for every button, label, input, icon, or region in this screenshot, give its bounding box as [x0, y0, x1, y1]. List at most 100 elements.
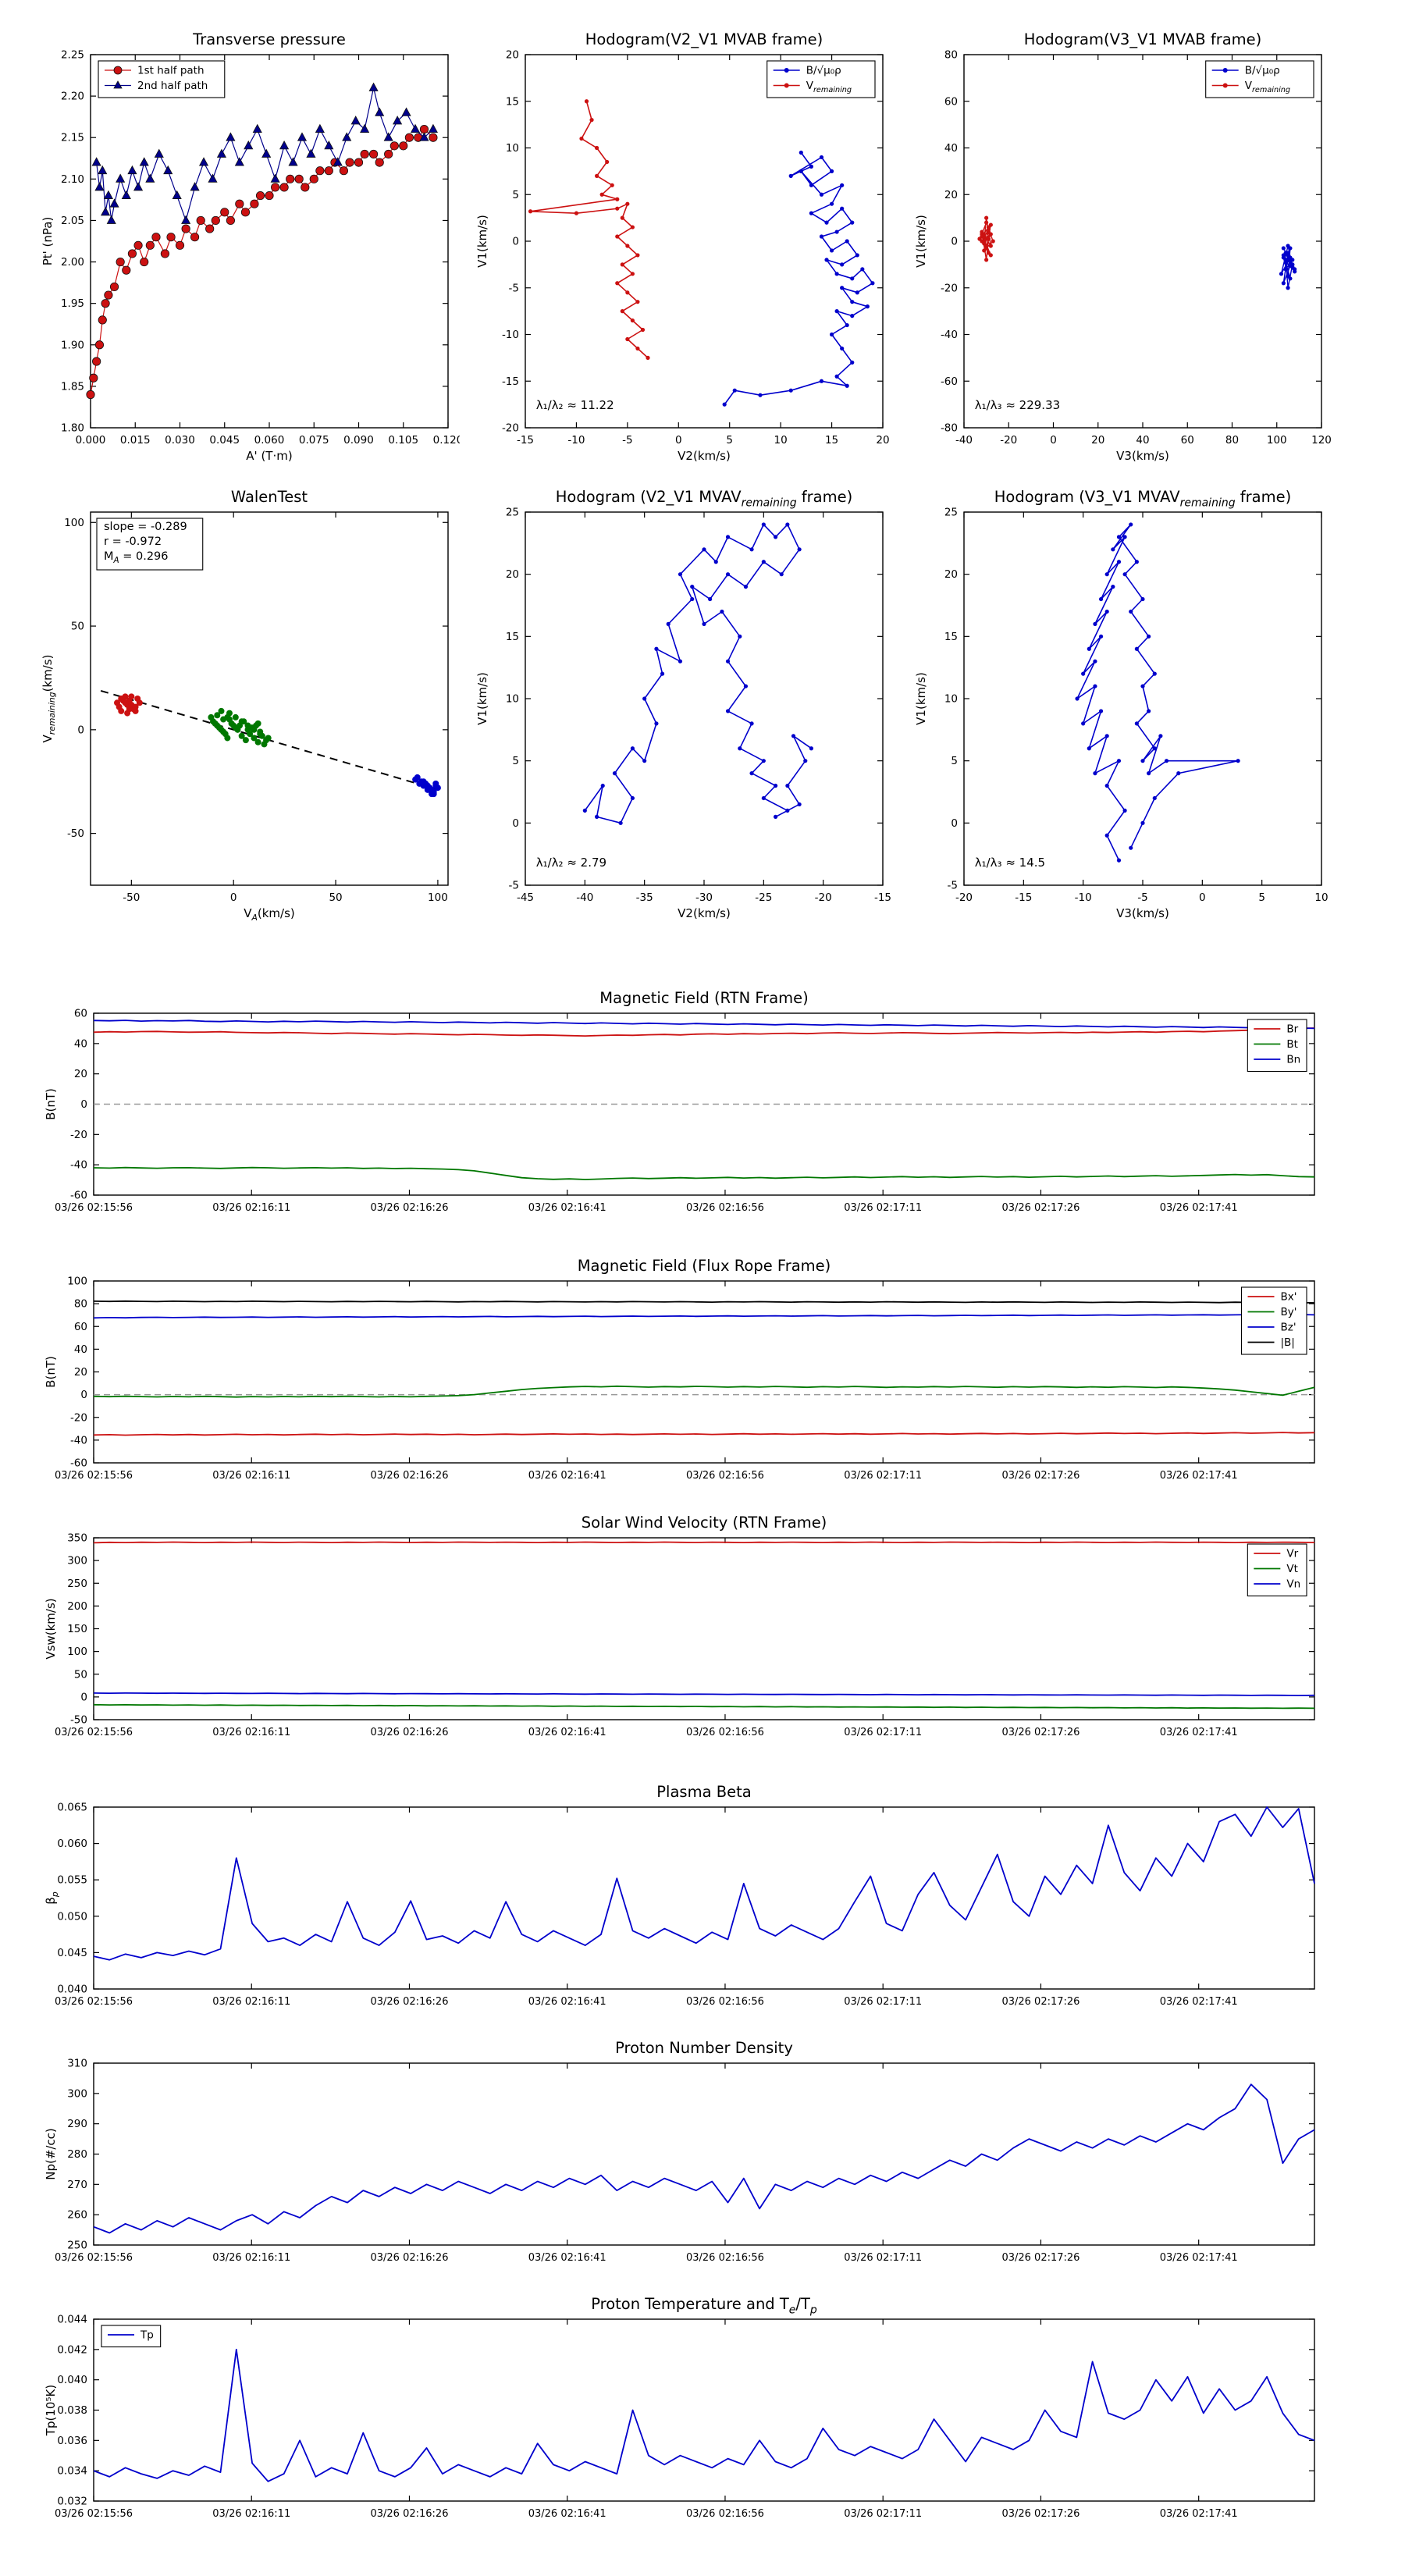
series-Br: [93, 1027, 1315, 1037]
axes-frame: [93, 1806, 1315, 1990]
svg-text:100: 100: [1267, 434, 1287, 447]
y-axis-label: Vsw(km/s): [44, 1598, 58, 1659]
svg-text:60: 60: [1181, 434, 1194, 447]
svg-text:03/26 02:17:41: 03/26 02:17:41: [1160, 2252, 1238, 2264]
svg-text:0.038: 0.038: [57, 2404, 87, 2417]
y-axis-label: V1(km/s): [475, 672, 489, 725]
svg-text:-5: -5: [1137, 891, 1147, 904]
svg-text:20: 20: [1091, 434, 1104, 447]
svg-text:300: 300: [67, 1555, 87, 1567]
y-axis-label: Np(#/cc): [44, 2128, 58, 2180]
svg-text:2.05: 2.05: [61, 215, 84, 227]
series-Vr: [93, 1541, 1315, 1544]
svg-text:03/26 02:17:26: 03/26 02:17:26: [1001, 1996, 1080, 2008]
svg-text:Vt: Vt: [1286, 1563, 1298, 1575]
svg-text:-20: -20: [815, 891, 832, 904]
plot-transverse-pressure: 0.000 0.015 0.030 0.045 0.060 0.075 0.090 0.105…: [34, 20, 463, 468]
svg-text:120: 120: [1311, 434, 1332, 447]
chart-svg-hodoV2: -15 -10 -5 0 5 10 15 20-20-15-10-505101520λ₁/λ₂…: [475, 30, 890, 463]
plot-proton-number-density: 03/26 02:15:56 03/26 02:16:11 03/26 02:16:…: [39, 2028, 1366, 2280]
svg-text:03/26 02:16:11: 03/26 02:16:11: [212, 1727, 290, 1738]
chart-svg-bflux: 03/26 02:15:56 03/26 02:16:11 03/26 02:16:…: [44, 1257, 1315, 1482]
svg-text:50: 50: [71, 621, 84, 633]
svg-text:1.95: 1.95: [61, 297, 84, 310]
svg-text:-10: -10: [1075, 891, 1092, 904]
series-0: [582, 522, 813, 825]
svg-text:0.036: 0.036: [57, 2435, 87, 2447]
svg-text:-15: -15: [517, 434, 534, 447]
svg-text:-40: -40: [70, 1434, 87, 1446]
svg-text:10: 10: [506, 142, 519, 155]
series-0: [93, 1806, 1315, 1961]
svg-text:50: 50: [329, 891, 342, 904]
svg-text:MA = 0.296: MA = 0.296: [104, 550, 169, 565]
svg-text:270: 270: [67, 2179, 87, 2191]
svg-text:Vremaining: Vremaining: [1245, 80, 1290, 94]
svg-text:03/26 02:17:11: 03/26 02:17:11: [844, 2252, 922, 2264]
legend: Tp: [101, 2325, 162, 2348]
chart-title: Hodogram(V3_V1 MVAB frame): [1024, 30, 1262, 48]
annotation: λ₁/λ₃ ≈ 229.33: [975, 398, 1060, 412]
svg-text:-40: -40: [955, 434, 973, 447]
svg-text:-60: -60: [70, 1190, 87, 1202]
svg-text:2.15: 2.15: [61, 132, 84, 144]
svg-text:03/26 02:17:41: 03/26 02:17:41: [1160, 1727, 1238, 1738]
y-axis-label: B(nT): [44, 1088, 58, 1120]
ticks: 03/26 02:15:56 03/26 02:16:11 03/26 02:16:…: [55, 1276, 1314, 1482]
svg-text:250: 250: [67, 2240, 87, 2252]
annotation: λ₁/λ₂ ≈ 11.22: [536, 398, 614, 412]
svg-text:03/26 02:17:11: 03/26 02:17:11: [844, 1202, 922, 1214]
x-axis-label: A' (T·m): [246, 449, 292, 463]
svg-text:0: 0: [512, 817, 519, 830]
svg-text:03/26 02:16:11: 03/26 02:16:11: [212, 2508, 290, 2520]
svg-text:Vn: Vn: [1286, 1578, 1300, 1591]
svg-text:15: 15: [825, 434, 838, 447]
svg-text:0: 0: [77, 724, 84, 736]
svg-text:r = -0.972: r = -0.972: [104, 535, 162, 548]
svg-text:0: 0: [80, 1691, 87, 1703]
series-1: [114, 693, 143, 717]
svg-text:03/26 02:17:26: 03/26 02:17:26: [1001, 1727, 1080, 1738]
chart-svg-hodoV3: -40 -20 0 20 40 60 80 100 120 -80 -60 -40 -20 0 20 40 60…: [914, 30, 1332, 463]
svg-text:0: 0: [80, 1389, 87, 1401]
svg-text:03/26 02:15:56: 03/26 02:15:56: [55, 1727, 133, 1738]
svg-text:-20: -20: [941, 282, 958, 294]
svg-text:80: 80: [944, 49, 958, 62]
svg-text:20: 20: [506, 568, 519, 581]
svg-text:03/26 02:16:26: 03/26 02:16:26: [370, 1202, 448, 1214]
svg-text:5: 5: [512, 189, 519, 201]
svg-text:-10: -10: [567, 434, 585, 447]
axes-frame: [963, 511, 1322, 886]
svg-text:0: 0: [512, 236, 519, 248]
svg-text:-40: -40: [941, 329, 958, 341]
svg-text:03/26 02:15:56: 03/26 02:15:56: [55, 2508, 133, 2520]
svg-text:0.000: 0.000: [76, 434, 106, 447]
svg-text:Vr: Vr: [1286, 1548, 1298, 1560]
chart-svg-pressure: 0.000 0.015 0.030 0.045 0.060 0.075 0.090 0.105…: [41, 30, 463, 463]
series-Vt: [93, 1703, 1315, 1710]
svg-text:03/26 02:16:56: 03/26 02:16:56: [686, 1202, 764, 1214]
ticks: 0.000 0.015 0.030 0.045 0.060 0.075 0.090 0.105…: [61, 49, 463, 447]
svg-text:Bz': Bz': [1281, 1322, 1297, 1334]
svg-text:20: 20: [876, 434, 889, 447]
svg-text:0.040: 0.040: [57, 2374, 87, 2386]
ticks: 03/26 02:15:56 03/26 02:16:11 03/26 02:16:…: [55, 2058, 1314, 2264]
svg-text:0: 0: [951, 817, 958, 830]
chart-svg-brtn: 03/26 02:15:56 03/26 02:16:11 03/26 02:16:…: [44, 989, 1315, 1214]
svg-text:2.10: 2.10: [61, 173, 84, 186]
svg-text:Bt: Bt: [1286, 1038, 1298, 1051]
svg-text:40: 40: [74, 1343, 87, 1356]
chart-svg-mvavV2: -45 -40 -35 -30 -25 -20 -15 -5 0 5 10 15 20 25 λ₁/λ₂ ≈…: [475, 488, 891, 920]
svg-text:03/26 02:17:41: 03/26 02:17:41: [1160, 1202, 1238, 1214]
ticks: 03/26 02:15:56 03/26 02:16:11 03/26 02:16:…: [55, 1008, 1314, 1214]
svg-text:-15: -15: [874, 891, 891, 904]
svg-text:Bx': Bx': [1281, 1291, 1297, 1304]
svg-text:80: 80: [1225, 434, 1239, 447]
y-axis-label: Vremaining(km/s): [41, 655, 57, 743]
svg-text:150: 150: [67, 1623, 87, 1635]
series-2ndhalfpath: [91, 82, 438, 224]
chart-title: Proton Number Density: [615, 2039, 793, 2057]
svg-text:40: 40: [1136, 434, 1149, 447]
chart-title: Proton Temperature and Te/Tp: [591, 2295, 817, 2317]
